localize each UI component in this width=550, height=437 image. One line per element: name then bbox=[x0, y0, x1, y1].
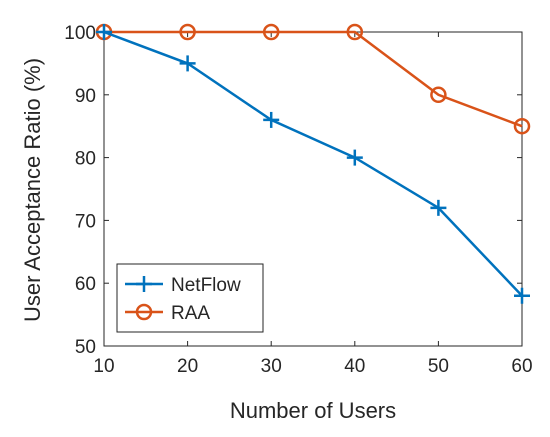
x-tick-label: 60 bbox=[511, 356, 532, 377]
data-point-raa bbox=[513, 117, 531, 135]
data-point-raa bbox=[346, 23, 364, 41]
x-tick-label: 30 bbox=[261, 356, 282, 377]
data-point-netflow bbox=[96, 24, 112, 40]
y-tick-label: 90 bbox=[75, 86, 96, 107]
y-axis-label: User Acceptance Ratio (%) bbox=[20, 58, 45, 322]
series-line-netflow bbox=[103, 30, 523, 297]
legend-label-netflow: NetFlow bbox=[171, 275, 241, 296]
data-point-raa bbox=[179, 23, 196, 41]
y-tick-label: 70 bbox=[75, 211, 96, 232]
legend: NetFlow RAA bbox=[116, 263, 264, 333]
legend-box bbox=[116, 263, 264, 333]
x-axis-label: Number of Users bbox=[230, 398, 396, 423]
data-point-netflow bbox=[430, 199, 447, 216]
x-tick-label: 40 bbox=[344, 356, 365, 377]
series-layer bbox=[95, 23, 531, 304]
x-tick-label: 50 bbox=[428, 356, 449, 377]
legend-marker-netflow bbox=[136, 276, 152, 292]
y-tick-label: 50 bbox=[75, 337, 96, 358]
data-point-raa bbox=[430, 86, 447, 104]
y-tick-label: 80 bbox=[75, 149, 96, 170]
legend-marker-raa bbox=[135, 303, 153, 321]
data-point-netflow bbox=[346, 149, 363, 166]
data-point-netflow bbox=[179, 55, 196, 72]
data-point-netflow bbox=[263, 111, 280, 128]
legend-label-raa: RAA bbox=[171, 303, 210, 324]
x-tick-label: 10 bbox=[93, 356, 114, 377]
data-point-netflow bbox=[514, 287, 530, 304]
x-tick-label: 20 bbox=[177, 356, 198, 377]
y-tick-label: 100 bbox=[64, 23, 96, 44]
y-tick-label: 60 bbox=[75, 274, 96, 295]
data-point-raa bbox=[262, 23, 280, 41]
series-line-raa bbox=[104, 30, 523, 128]
